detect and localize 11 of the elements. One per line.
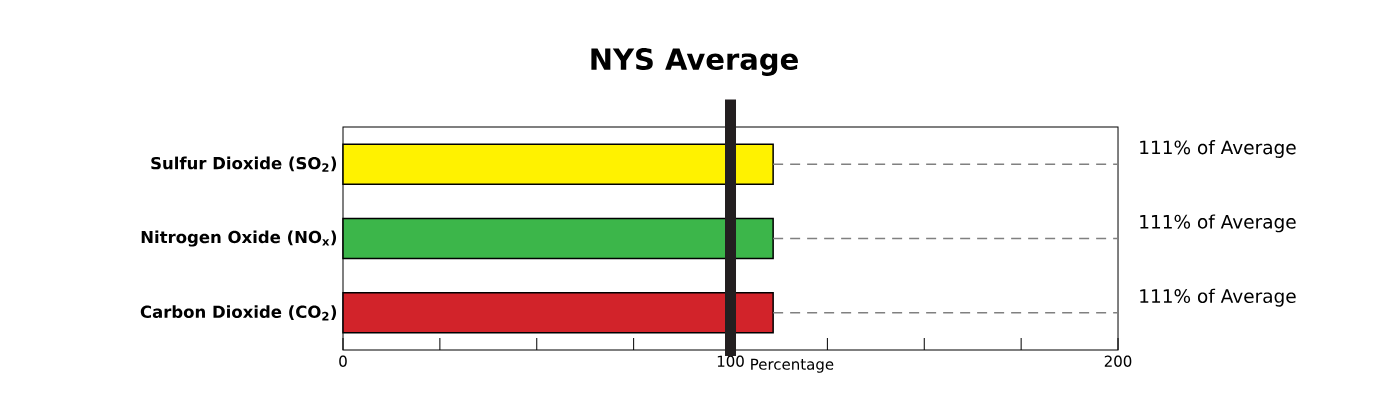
x-tick-label: 100 <box>717 355 744 367</box>
x-tick-label: 0 <box>339 355 347 367</box>
y-tick-label: Carbon Dioxide (CO$_{2}$) <box>140 305 337 321</box>
x-tick-label: 200 <box>1104 355 1132 367</box>
y-tick-label: Sulfur Dioxide (SO$_{2}$) <box>151 156 337 172</box>
y-tick-label: Nitrogen Oxide (NO$_{x}$) <box>141 230 337 247</box>
chart-title: NYS Average <box>591 48 798 76</box>
data-label: 111% of Average <box>1140 140 1296 158</box>
x-axis-title: Percentage <box>751 358 834 373</box>
data-label: 111% of Average <box>1140 214 1296 233</box>
data-label: 111% of Average <box>1140 288 1296 307</box>
